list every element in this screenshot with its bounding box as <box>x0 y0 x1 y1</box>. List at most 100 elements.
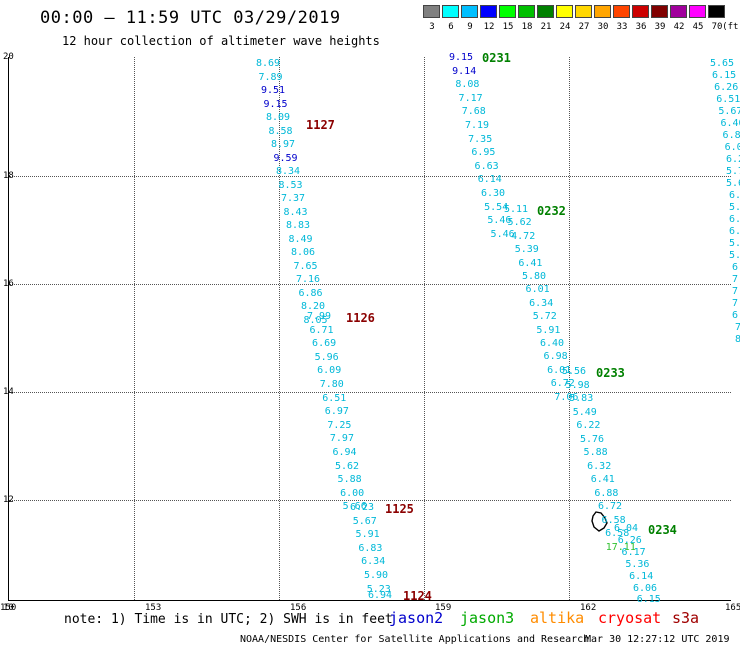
swh-value: 6.23 <box>349 502 375 513</box>
swh-value: 5.23 <box>366 583 391 595</box>
x-tick-label: 150 <box>0 603 17 613</box>
swh-value: 6.98 <box>543 351 568 363</box>
swh-value: 7.37 <box>280 193 306 204</box>
swh-value: 6.15 <box>712 70 737 81</box>
swh-value: 6.40 <box>720 118 740 129</box>
pass-time-label: 0234 <box>648 523 677 537</box>
pass-time-label: 0232 <box>537 204 566 218</box>
swh-value: 7.65 <box>293 260 318 272</box>
swh-value: 5.62 <box>507 217 532 229</box>
swh-value: 5.98 <box>565 379 590 391</box>
legend-swatch <box>518 5 535 18</box>
pass-time-label: 0231 <box>482 51 511 65</box>
swh-value: 6.01 <box>724 142 740 153</box>
x-tick-label: 153 <box>145 603 162 613</box>
legend-unit: (ft) <box>722 22 740 32</box>
legend-swatch <box>670 5 687 18</box>
swh-value: 6.34 <box>529 297 554 309</box>
swh-value: 6.51 <box>322 392 347 404</box>
swh-value: 8.08 <box>455 79 480 91</box>
swh-value: 6.41 <box>590 474 615 485</box>
swh-value: 6.30 <box>480 188 506 199</box>
swh-value: 5.90 <box>363 570 389 581</box>
legend-label: 18 <box>521 22 533 32</box>
island-outline <box>590 510 610 538</box>
swh-value: 8.06 <box>290 247 316 258</box>
swh-value: 7.89 <box>258 71 283 83</box>
swh-value: 6.88 <box>594 487 619 499</box>
swh-value: 6.95 <box>471 147 496 159</box>
swh-value: 5.46 <box>490 228 515 240</box>
swh-value: 9.15 <box>448 52 474 63</box>
swh-value: 8.83 <box>285 220 311 231</box>
meridian-gridline <box>279 57 320 600</box>
legend-label: 39 <box>654 22 666 32</box>
swh-value: 5.46 <box>487 215 512 227</box>
swh-value: 5.88 <box>337 474 362 486</box>
swh-value: 6.01 <box>525 284 550 296</box>
swh-value: 6.86 <box>298 287 323 299</box>
satellite-altika: altika <box>530 609 585 627</box>
generated-timestamp: Mar 30 12:27:12 UTC 2019 <box>585 634 730 645</box>
legend-swatch <box>689 5 706 18</box>
swh-value: 6.97 <box>324 406 349 418</box>
y-tick-label: 14 <box>3 387 14 397</box>
swh-value: 6.34 <box>361 556 386 568</box>
y-tick-label: 20 <box>3 52 14 62</box>
map-title: 00:00 – 11:59 UTC 03/29/2019 <box>40 8 341 28</box>
swh-value: 8.53 <box>278 179 303 191</box>
legend-swatch <box>442 5 459 18</box>
pass-time-label: 0233 <box>596 366 625 380</box>
legend-swatch <box>423 5 440 18</box>
legend-swatch <box>594 5 611 18</box>
swh-value: 5.62 <box>335 460 360 472</box>
legend-swatch <box>632 5 649 18</box>
swh-value: 9.51 <box>260 85 286 96</box>
swh-value: 7. <box>731 286 740 297</box>
swh-value: 6.51 <box>716 94 740 105</box>
swh-value: 8.34 <box>275 166 301 177</box>
legend-swatch <box>461 5 478 18</box>
parallel-gridline <box>9 392 731 393</box>
swh-value: 5.83 <box>569 393 594 404</box>
swh-value: 5.36 <box>625 558 650 570</box>
legend-label: 9 <box>467 22 473 32</box>
swh-value: 5.39 <box>514 244 539 256</box>
swh-value: 6.06 <box>632 582 658 594</box>
swh-value: 6.17 <box>621 546 646 558</box>
swh-value: 6. <box>731 262 740 273</box>
swh-value: 5.56 <box>561 366 587 377</box>
swh-value: 5.80 <box>521 271 547 282</box>
swh-value: 9.59 <box>273 152 298 164</box>
swh-value: 6.32 <box>587 460 612 472</box>
swh-value: 6.83 <box>358 542 383 554</box>
swh-value: 7.25 <box>327 419 352 431</box>
swh-value: 5.49 <box>572 406 597 418</box>
swh-value: 6.72 <box>550 378 575 390</box>
legend-swatch <box>537 5 554 18</box>
swh-value: 6.09 <box>317 365 342 377</box>
swh-value: 7.06 <box>554 391 579 403</box>
swh-value: 6.26 <box>617 534 642 546</box>
satellite-s3a: s3a <box>672 609 700 627</box>
swh-value: 7.80 <box>319 379 344 390</box>
parallel-gridline <box>9 176 731 177</box>
swh-value: 8.49 <box>288 233 313 245</box>
swh-value: 4.72 <box>511 230 536 242</box>
map-subtitle: 12 hour collection of altimeter wave hei… <box>62 34 380 48</box>
swh-value: 5.5 <box>728 202 740 213</box>
legend-label: 12 <box>483 22 495 32</box>
swh-value: 6.71 <box>309 324 334 336</box>
swh-value: 5.91 <box>536 324 561 336</box>
legend-swatch <box>708 5 725 18</box>
meridian-gridline <box>424 57 465 600</box>
swh-value: 6.14 <box>629 570 654 582</box>
swh-value: 6.22 <box>576 420 601 431</box>
map-plot-area <box>8 57 731 601</box>
swh-value: 9.15 <box>263 98 288 110</box>
legend-swatch <box>575 5 592 18</box>
swh-value: 6.94 <box>332 447 357 458</box>
swh-value: 6.25 <box>725 154 740 165</box>
legend-swatch <box>651 5 668 18</box>
y-tick-label: 10 <box>3 603 14 613</box>
